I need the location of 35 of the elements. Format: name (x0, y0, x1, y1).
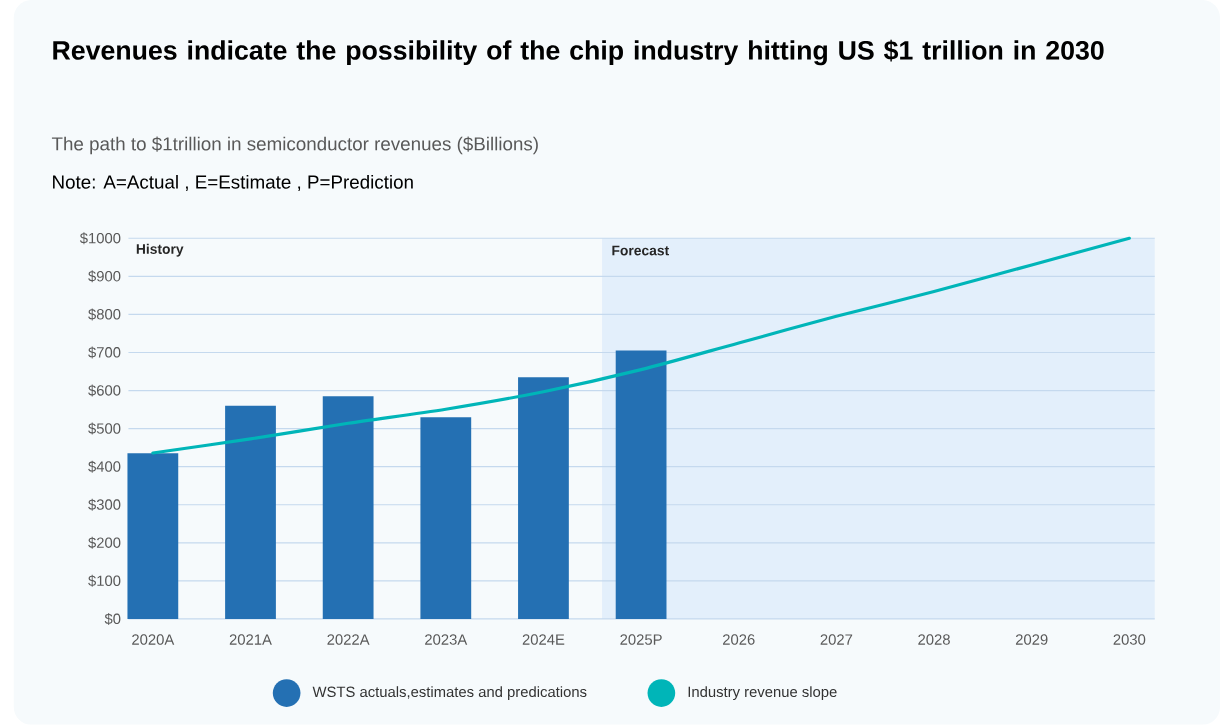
annotation: History (136, 243, 184, 257)
x-tick-label: 2026 (723, 634, 755, 645)
y-tick-label: $100 (88, 574, 121, 587)
y-tick-label: $200 (88, 536, 121, 549)
text: Note: A=Actual , E=Estimate , P=Prediction (53, 175, 413, 192)
x-tick-label: 2021A (229, 634, 272, 645)
y-tick-label: $500 (88, 422, 121, 435)
bar (225, 405, 276, 620)
band-label: Forecast (612, 245, 669, 256)
x-tick-label: 2028 (918, 634, 950, 645)
x-tick-label: 2023A (425, 634, 468, 645)
y-tick-label: $0 (104, 613, 121, 626)
y-tick-label: $1000 (79, 232, 121, 245)
x-tick-label: 2022A (327, 634, 370, 645)
bar (420, 417, 472, 620)
bar (615, 350, 667, 620)
x-tick-label: 2024E (522, 634, 565, 645)
bar (322, 396, 374, 620)
x-tick-label: 2027 (820, 634, 853, 645)
legend-label: WSTS actuals,estimates and predications (312, 686, 587, 701)
y-tick-label: $700 (88, 346, 121, 359)
y-tick-label: $300 (88, 498, 121, 511)
x-tick-label: 2030 (1113, 634, 1146, 645)
y-tick-label: $400 (88, 460, 121, 473)
legend-label: Industry revenue slope (688, 686, 837, 701)
bar (127, 453, 179, 620)
y-tick-label: $900 (88, 270, 121, 283)
x-tick-label: 2020A (132, 634, 175, 645)
x-tick-label: 2025P (620, 634, 662, 645)
y-tick-label: $800 (88, 308, 121, 321)
bar (518, 377, 569, 620)
x-tick-label: 2029 (1015, 634, 1048, 645)
chart-title: Revenues indicate the possibility of the chip industry hitting US $1 trillion in 2030 (53, 39, 1104, 66)
y-tick-label: $600 (88, 384, 121, 397)
chart-subtitle: The path to $1trillion in semiconductor revenues ($Billions) (51, 136, 538, 155)
